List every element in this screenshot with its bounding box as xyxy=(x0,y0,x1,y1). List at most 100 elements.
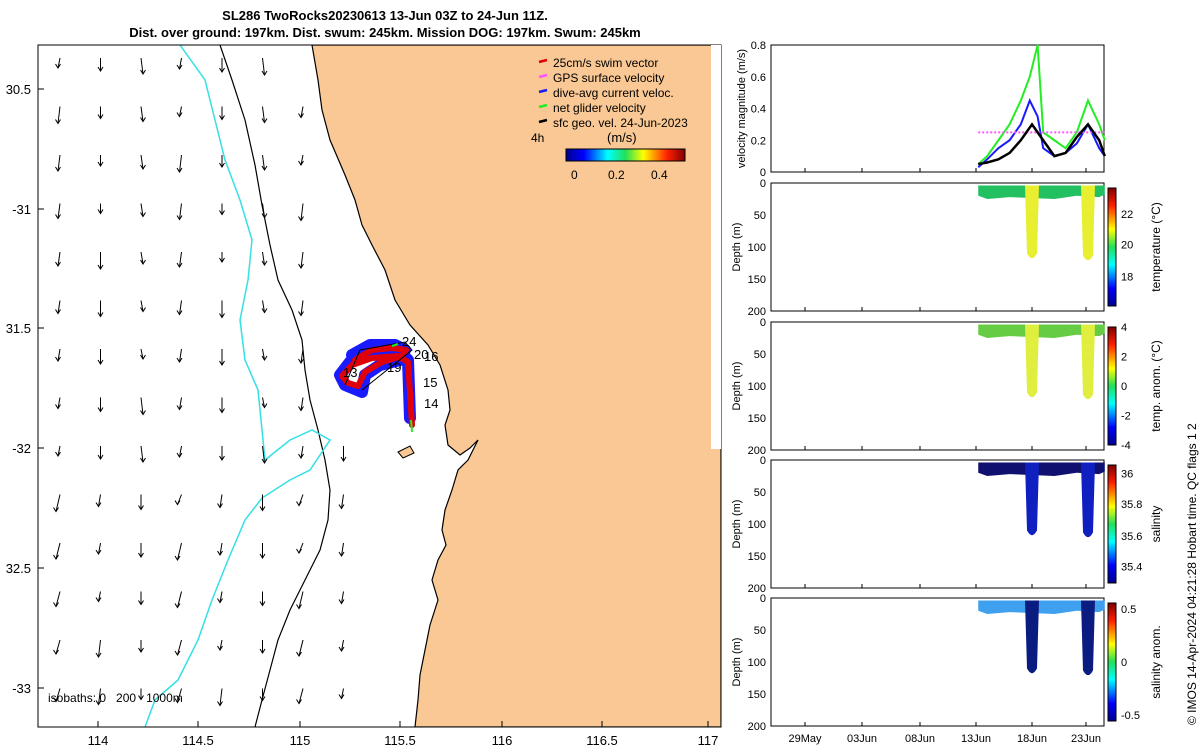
heatmap-plume xyxy=(1081,462,1095,538)
time-xtick-label: 13Jun xyxy=(961,733,991,745)
legend-label: sfc geo. vel. 24-Jun-2023 xyxy=(553,116,688,130)
geo-arrowhead xyxy=(176,167,183,173)
geo-arrowhead xyxy=(55,261,61,267)
velocity-frame xyxy=(770,44,1105,173)
geo-arrow xyxy=(341,688,344,699)
colorbar-tick-2: 0.4 xyxy=(651,168,668,182)
heatmap-panel-2: 0 50 100 150 200 Depth (m) 4 2 0 -2 -4 temp. anom. … xyxy=(731,317,1163,457)
geo-arrowhead xyxy=(97,66,104,72)
geo-arrowhead xyxy=(261,165,268,171)
geo-arrow xyxy=(219,591,223,603)
geo-arrowhead xyxy=(261,70,268,76)
geo-arrowhead xyxy=(219,67,225,73)
geo-arrow xyxy=(179,57,182,70)
geo-arrowhead xyxy=(261,213,268,219)
geo-arrowhead xyxy=(176,310,183,316)
geo-arrow xyxy=(57,348,61,362)
geo-arrow xyxy=(140,300,144,312)
geo-arrow xyxy=(55,688,61,702)
geo-arrow xyxy=(57,203,61,219)
day-label-14: 14 xyxy=(424,396,438,411)
geo-arrowhead xyxy=(55,451,61,457)
heatmap-data-block xyxy=(978,185,1105,199)
geo-arrow xyxy=(179,445,182,458)
heatmap-ytick-label: 100 xyxy=(748,381,766,393)
geo-arrowhead xyxy=(174,555,181,561)
geo-arrowhead xyxy=(219,360,225,366)
geo-arrow xyxy=(341,494,344,509)
colorbar-tick-label: 0 xyxy=(1121,657,1127,669)
geo-arrowhead xyxy=(53,554,59,560)
geo-arrowhead xyxy=(95,652,102,658)
heatmap-ytick-label: 100 xyxy=(748,657,766,669)
geo-arrow xyxy=(300,106,304,118)
geo-arrowhead xyxy=(140,259,146,265)
geo-arrowhead xyxy=(95,597,102,603)
heatmap-ytick-label: 0 xyxy=(760,317,766,329)
geo-arrowhead xyxy=(138,505,144,511)
geo-arrowhead xyxy=(174,603,181,609)
heatmap-ylabel: Depth (m) xyxy=(731,500,743,549)
heatmap-frame xyxy=(770,321,1105,451)
geo-arrowhead xyxy=(176,357,183,363)
geo-arrow xyxy=(262,445,265,464)
geo-arrow xyxy=(98,639,101,658)
map-ytick-label: 30.5 xyxy=(6,82,31,97)
heatmap-panel-4: 0 50 100 150 200 Depth (m) 0.5 0 -0.5 salinity an… xyxy=(731,593,1163,733)
colorbar-tick-0: 0 xyxy=(571,168,578,182)
geo-arrow xyxy=(300,300,304,316)
geo-arrow xyxy=(300,445,304,459)
geo-arrowhead xyxy=(217,645,223,651)
isobath-label: isobaths: 0 200 1000m xyxy=(48,691,183,705)
geo-arrowhead xyxy=(97,264,104,270)
geo-arrow xyxy=(179,154,182,173)
geo-arrow xyxy=(177,639,182,656)
geo-arrow xyxy=(177,591,182,608)
map-xtick-label: 114 xyxy=(88,733,109,748)
geo-arrow xyxy=(140,251,144,265)
geo-arrowhead xyxy=(140,117,146,123)
vel-ytick-label: 0.6 xyxy=(751,72,766,84)
heatmap-ytick-label: 50 xyxy=(754,487,766,499)
geo-arrowhead xyxy=(97,161,104,167)
colorbar-tick-label: 2 xyxy=(1121,352,1127,364)
colorbar-tick-label: 0 xyxy=(1121,381,1127,393)
geo-arrowhead xyxy=(219,162,225,168)
geo-arrowhead xyxy=(219,313,225,319)
geo-arrowhead xyxy=(97,114,104,120)
heatmap-colorbar xyxy=(1107,326,1117,446)
heatmap-ytick-label: 200 xyxy=(748,445,766,457)
geo-arrowhead xyxy=(176,262,183,268)
day-label-16: 16 xyxy=(424,349,438,364)
geo-arrow xyxy=(57,397,61,409)
heatmap-ytick-label: 200 xyxy=(748,583,766,595)
geo-arrow xyxy=(262,57,265,76)
geo-arrow xyxy=(140,397,144,415)
heatmap-panel-1: 0 50 100 150 200 Depth (m) 22 20 18 temperature (… xyxy=(731,178,1163,318)
geo-arrow xyxy=(177,688,182,703)
swim-vector-track xyxy=(339,345,415,428)
legend-label: dive-avg current veloc. xyxy=(553,86,674,100)
geo-arrowhead xyxy=(55,214,61,220)
geo-arrow xyxy=(57,106,61,124)
heatmap-ytick-label: 100 xyxy=(748,242,766,254)
geo-arrowhead xyxy=(217,550,223,556)
geo-arrow xyxy=(300,397,304,411)
geo-arrow xyxy=(179,397,182,410)
map-ytick-label: -33 xyxy=(12,681,31,696)
geo-arrowhead xyxy=(298,311,304,317)
geo-arrow xyxy=(262,397,265,408)
heatmap-colorbar-label: salinity anom. xyxy=(1149,625,1163,698)
geo-arrowhead xyxy=(338,551,345,557)
heatmap-plume xyxy=(1025,324,1039,398)
geo-arrowhead xyxy=(296,699,302,705)
legend-swatch xyxy=(538,88,548,94)
map-xtick-label: 114.5 xyxy=(182,733,214,748)
geo-arrowhead xyxy=(97,407,104,413)
heatmap-colorbar xyxy=(1107,464,1117,584)
geo-arrowhead xyxy=(219,210,225,216)
vel-ylabel: velocity magnitude (m/s) xyxy=(736,49,748,168)
geo-arrow xyxy=(55,639,61,655)
geo-arrow xyxy=(98,542,101,555)
